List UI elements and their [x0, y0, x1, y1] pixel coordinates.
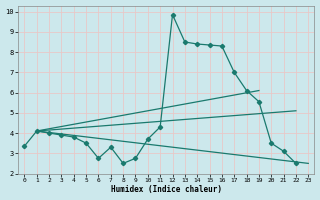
X-axis label: Humidex (Indice chaleur): Humidex (Indice chaleur) — [111, 185, 222, 194]
